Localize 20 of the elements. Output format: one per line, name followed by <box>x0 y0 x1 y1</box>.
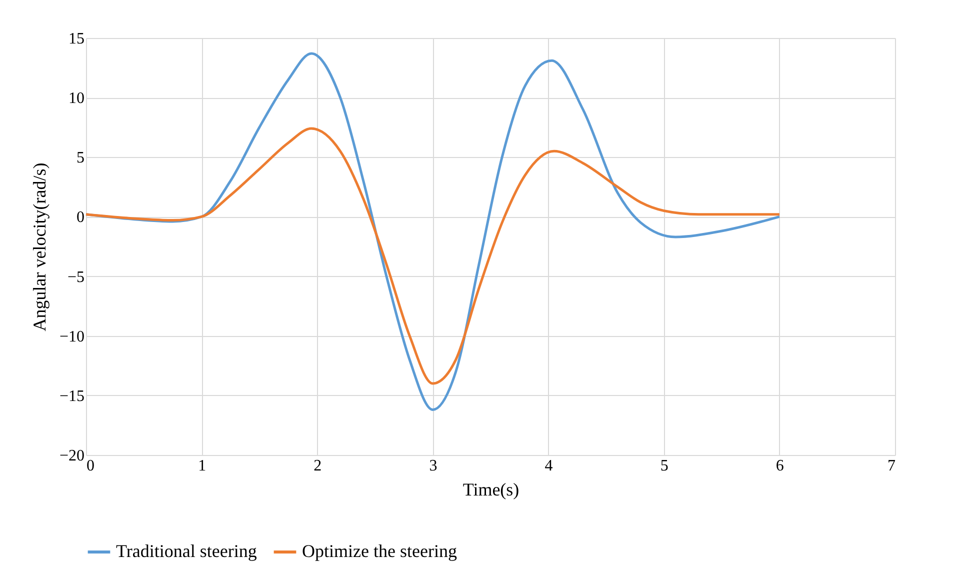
x-tick-label: 1 <box>198 458 206 474</box>
y-tick-label: −20 <box>59 448 84 464</box>
x-tick-label: 3 <box>429 458 438 474</box>
x-tick-label: 5 <box>660 458 668 474</box>
y-tick-label: −15 <box>59 388 84 405</box>
y-tick-label: 10 <box>68 90 84 108</box>
y-tick-label: −10 <box>59 328 84 346</box>
x-tick-label: 2 <box>314 458 322 474</box>
line-series <box>84 127 781 385</box>
y-tick-label: 0 <box>76 209 84 226</box>
x-tick-label: 6 <box>776 458 784 474</box>
x-tick-label: 7 <box>888 458 896 474</box>
y-tick-label: 15 <box>68 30 84 48</box>
y-tick-label: −5 <box>67 268 84 286</box>
x-axis-title: Time(s) <box>462 480 520 500</box>
legend-label: Optimize the steering <box>302 541 457 561</box>
y-axis-title: Angular velocity(rad/s) <box>29 162 50 332</box>
y-tick-label: 5 <box>76 150 84 167</box>
legend-label: Traditional steering <box>116 541 257 561</box>
x-tick-label: 4 <box>544 458 553 474</box>
